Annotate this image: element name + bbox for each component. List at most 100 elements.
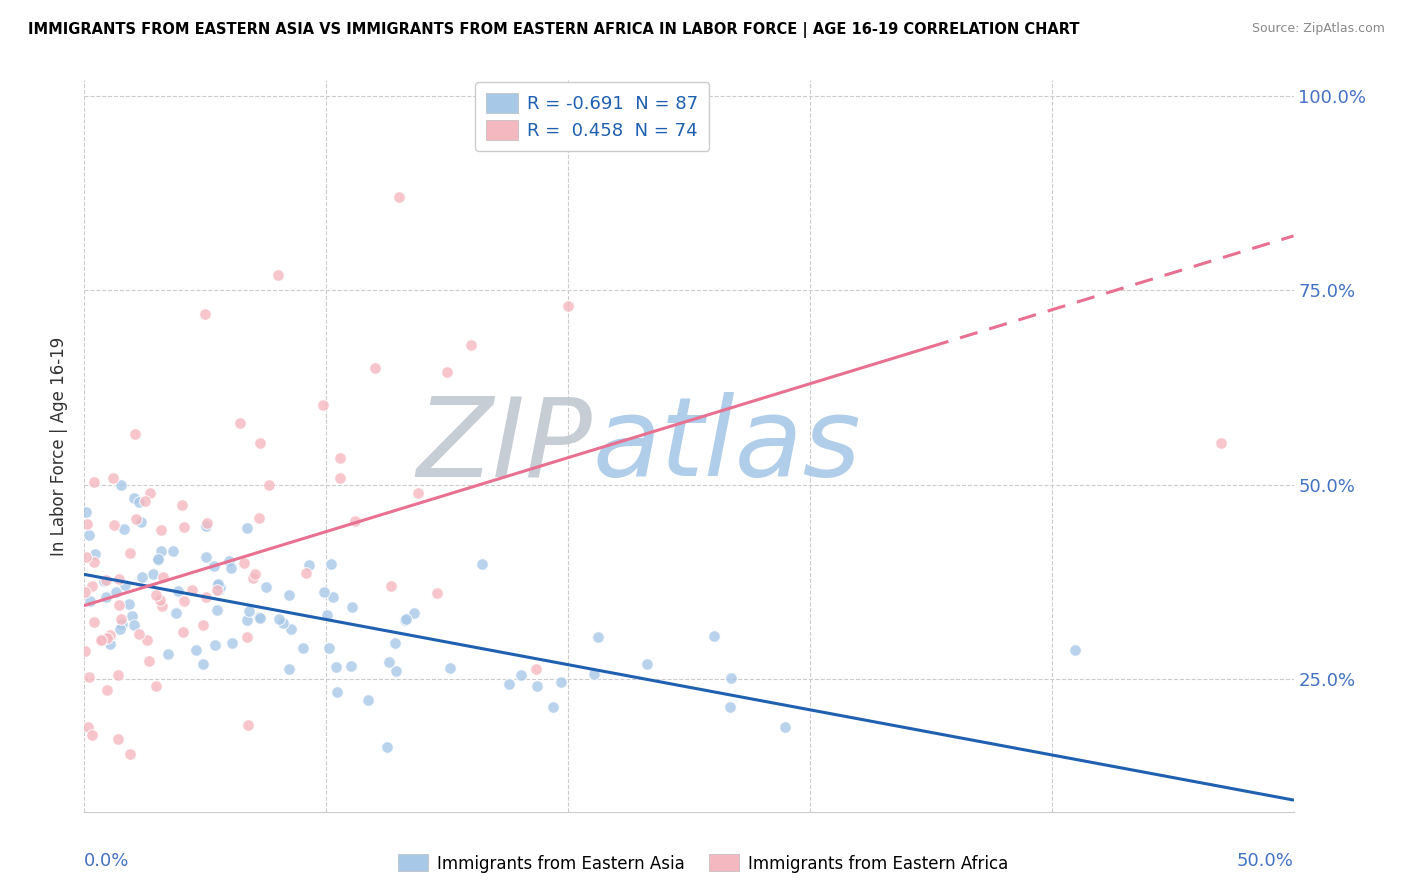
Point bbox=[108, 622, 131, 636]
Legend: Immigrants from Eastern Asia, Immigrants from Eastern Africa: Immigrants from Eastern Asia, Immigrants… bbox=[391, 847, 1015, 880]
Point bbox=[249, 611, 271, 625]
Point bbox=[94, 591, 117, 605]
Point bbox=[278, 662, 301, 676]
Point bbox=[93, 574, 115, 588]
Point bbox=[221, 636, 243, 650]
Point bbox=[157, 647, 180, 661]
Point bbox=[101, 471, 124, 485]
Text: 0.0%: 0.0% bbox=[84, 852, 129, 870]
Point bbox=[146, 552, 169, 566]
Point bbox=[395, 612, 418, 626]
Point bbox=[524, 662, 547, 676]
Point bbox=[1209, 435, 1232, 450]
Point bbox=[406, 486, 429, 500]
Point bbox=[238, 718, 260, 732]
Point bbox=[204, 638, 226, 652]
Point bbox=[404, 606, 426, 620]
Point bbox=[720, 672, 742, 686]
Point bbox=[83, 547, 105, 561]
Point bbox=[167, 584, 190, 599]
Point bbox=[357, 693, 380, 707]
Point bbox=[344, 515, 367, 529]
Point bbox=[550, 674, 572, 689]
Point bbox=[91, 632, 114, 647]
Point bbox=[136, 633, 159, 648]
Text: IMMIGRANTS FROM EASTERN ASIA VS IMMIGRANTS FROM EASTERN AFRICA IN LABOR FORCE | : IMMIGRANTS FROM EASTERN ASIA VS IMMIGRAN… bbox=[28, 22, 1080, 38]
Point bbox=[79, 593, 101, 607]
Point bbox=[173, 594, 195, 608]
Point bbox=[107, 572, 129, 586]
Point bbox=[207, 577, 229, 591]
Point bbox=[195, 590, 218, 604]
Point bbox=[195, 516, 218, 531]
Point bbox=[120, 747, 142, 761]
Point bbox=[205, 603, 228, 617]
Point bbox=[117, 597, 139, 611]
Point bbox=[96, 573, 118, 587]
Point bbox=[278, 588, 301, 602]
Point bbox=[318, 640, 340, 655]
Point bbox=[195, 519, 218, 533]
Point bbox=[110, 612, 132, 626]
Point bbox=[108, 599, 131, 613]
Point bbox=[257, 478, 280, 492]
Point bbox=[121, 609, 143, 624]
Point bbox=[340, 659, 363, 673]
Point bbox=[134, 494, 156, 508]
Point bbox=[498, 676, 520, 690]
Point bbox=[82, 579, 104, 593]
Point bbox=[150, 523, 173, 537]
Point bbox=[326, 685, 349, 699]
Point bbox=[229, 416, 252, 430]
Point bbox=[145, 588, 167, 602]
Point bbox=[107, 668, 129, 682]
Point bbox=[557, 299, 579, 313]
Point bbox=[122, 617, 145, 632]
Point bbox=[107, 731, 129, 746]
Point bbox=[138, 653, 160, 667]
Point bbox=[204, 559, 226, 574]
Point bbox=[586, 630, 609, 644]
Point bbox=[194, 307, 217, 321]
Text: atlas: atlas bbox=[592, 392, 860, 500]
Point bbox=[249, 609, 271, 624]
Point bbox=[294, 566, 316, 581]
Point bbox=[388, 190, 411, 204]
Point bbox=[145, 679, 167, 693]
Point bbox=[273, 616, 295, 631]
Point bbox=[104, 585, 127, 599]
Point bbox=[218, 554, 240, 568]
Point bbox=[471, 558, 494, 572]
Point bbox=[526, 680, 548, 694]
Point bbox=[394, 614, 416, 628]
Point bbox=[103, 518, 125, 533]
Point bbox=[249, 435, 271, 450]
Point bbox=[128, 494, 150, 508]
Point bbox=[205, 582, 228, 597]
Point bbox=[509, 668, 531, 682]
Point bbox=[96, 631, 118, 645]
Point bbox=[139, 486, 162, 500]
Point bbox=[173, 519, 195, 533]
Text: ZIP: ZIP bbox=[416, 392, 592, 500]
Point bbox=[149, 543, 172, 558]
Point bbox=[298, 558, 321, 572]
Point bbox=[205, 578, 228, 592]
Legend: R = -0.691  N = 87, R =  0.458  N = 74: R = -0.691 N = 87, R = 0.458 N = 74 bbox=[475, 82, 710, 151]
Point bbox=[82, 728, 104, 742]
Point bbox=[96, 683, 118, 698]
Point bbox=[378, 655, 401, 669]
Point bbox=[112, 522, 135, 536]
Point bbox=[267, 612, 290, 626]
Point bbox=[83, 475, 105, 489]
Point bbox=[165, 606, 187, 620]
Point bbox=[124, 426, 146, 441]
Point bbox=[100, 637, 122, 651]
Point bbox=[321, 558, 343, 572]
Point bbox=[340, 599, 363, 614]
Text: Source: ZipAtlas.com: Source: ZipAtlas.com bbox=[1251, 22, 1385, 36]
Point bbox=[312, 585, 335, 599]
Point bbox=[111, 616, 134, 631]
Point bbox=[773, 720, 796, 734]
Point bbox=[315, 608, 337, 623]
